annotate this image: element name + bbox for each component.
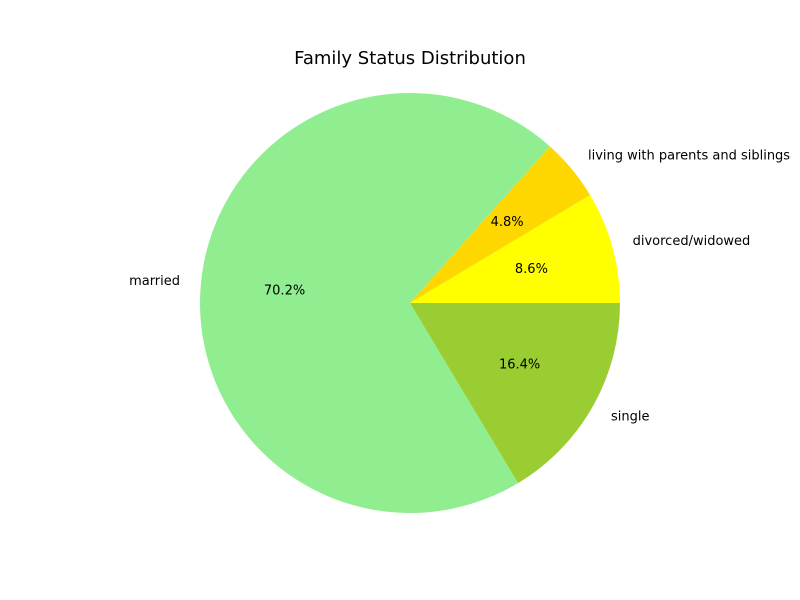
percent-label-divorced-widowed: 8.6% [515,262,548,277]
slice-label-single: single [611,409,650,424]
pie-slices [200,92,620,513]
slice-label-living-with-parents-and-siblings: living with parents and siblings [588,148,790,163]
percent-label-married: 70.2% [264,284,305,299]
slice-label-married: married [129,274,180,289]
percent-label-living-with-parents-and-siblings: 4.8% [491,215,524,230]
slice-label-divorced-widowed: divorced/widowed [633,234,751,249]
chart-title: Family Status Distribution [294,48,526,69]
pie-slice-divorced-widowed [410,194,620,303]
percent-label-single: 16.4% [499,358,540,373]
pie-slice-married [200,92,550,513]
pie-slice-living-with-parents-and-siblings [410,146,591,303]
pie-labels: divorced/widowed 8.6% living with parents … [129,148,790,424]
pie-slice-single [410,303,620,484]
